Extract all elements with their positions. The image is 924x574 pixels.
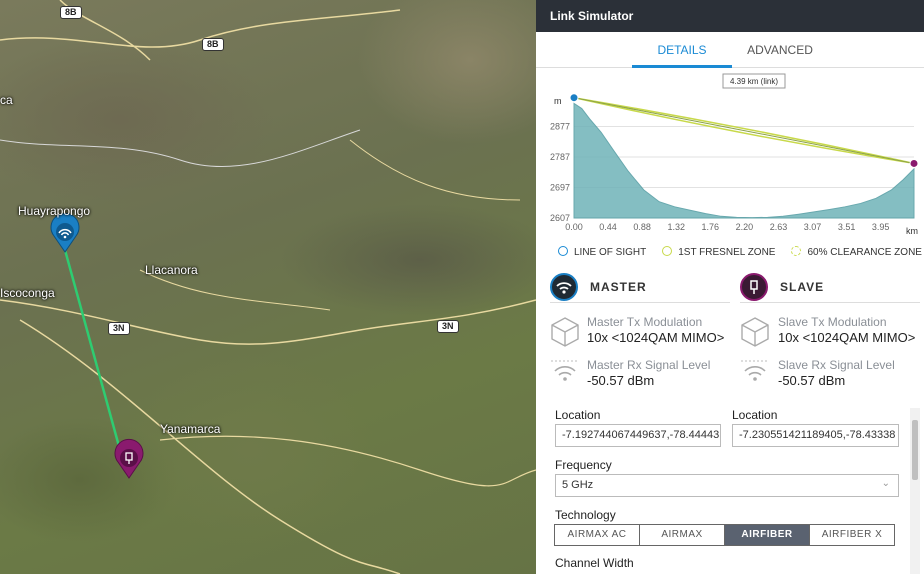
- y-axis-label: m: [554, 96, 562, 106]
- distance-label-box: [722, 73, 786, 89]
- map-roads: [0, 0, 536, 574]
- chevron-down-icon: ⌄: [881, 478, 890, 489]
- scrollbar-thumb[interactable]: [912, 420, 918, 480]
- x-tick-label: 2.20: [736, 222, 754, 232]
- master-location-label: Location: [555, 408, 601, 422]
- master-point: [569, 93, 579, 103]
- x-tick-label: 0.00: [565, 222, 583, 232]
- satellite-map[interactable]: Huayrapongo Llacanora Yanamarca Iscocong…: [0, 0, 536, 574]
- y-tick-label: 2607: [550, 213, 570, 223]
- terrain-area: [573, 102, 915, 219]
- place-label-huayrapongo: Huayrapongo: [18, 204, 91, 218]
- master-header: MASTER: [550, 270, 647, 304]
- slave-antenna-icon: [740, 273, 768, 301]
- panel-tabs: DETAILS ADVANCED: [536, 32, 924, 68]
- place-label-llacanora: Llacanora: [145, 263, 198, 277]
- technology-segmented-control: AIRMAX AC AIRMAX AIRFIBER AIRFIBER X: [554, 524, 895, 546]
- x-tick-label: 1.76: [702, 222, 720, 232]
- master-pin-icon: [50, 212, 80, 253]
- link-line: [63, 249, 122, 451]
- cube-icon: [551, 317, 579, 347]
- tab-advanced[interactable]: ADVANCED: [747, 43, 813, 57]
- panel-title: Link Simulator: [536, 0, 924, 32]
- legend-item-fresnel: 1ST FRESNEL ZONE: [662, 246, 775, 258]
- legend-item-line-of-sight: LINE OF SIGHT: [558, 246, 646, 258]
- form-scrollbar[interactable]: [910, 408, 920, 574]
- place-label-partial: ca: [0, 93, 13, 107]
- distance-label: 4.39 km (link): [730, 77, 778, 86]
- slave-rx-signal: Slave Rx Signal Level -50.57 dBm: [778, 358, 895, 388]
- x-tick-label: 0.44: [599, 222, 617, 232]
- master-name: MASTER: [590, 280, 647, 294]
- technology-option-airfiber[interactable]: AIRFIBER: [724, 524, 810, 546]
- x-tick-label: 3.07: [804, 222, 822, 232]
- chart-legend: LINE OF SIGHT 1ST FRESNEL ZONE 60% CLEAR…: [558, 246, 924, 258]
- slave-divider: [740, 302, 920, 303]
- cube-icon: [741, 317, 769, 347]
- y-tick-label: 2787: [550, 152, 570, 162]
- y-tick-label: 2697: [550, 183, 570, 193]
- x-axis-label: km: [906, 226, 918, 236]
- technology-option-airmax[interactable]: AIRMAX: [639, 524, 725, 546]
- master-wifi-icon: [550, 273, 578, 301]
- place-label-iscoconga: Iscoconga: [0, 286, 55, 300]
- frequency-label: Frequency: [555, 458, 612, 472]
- y-tick-label: 2877: [550, 122, 570, 132]
- master-divider: [550, 302, 730, 303]
- legend-fresnel-icon: [662, 246, 673, 256]
- line-of-sight: [573, 97, 915, 164]
- x-tick-label: 0.88: [633, 222, 651, 232]
- slave-tx-modulation: Slave Tx Modulation 10x <1024QAM MIMO>: [778, 315, 916, 345]
- master-rx-signal: Master Rx Signal Level -50.57 dBm: [587, 358, 711, 388]
- frequency-value: 5 GHz: [562, 479, 594, 491]
- x-tick-label: 3.95: [872, 222, 890, 232]
- master-location-input[interactable]: -7.192744067449637,-78.44443: [555, 424, 721, 447]
- x-tick-label: 1.32: [667, 222, 685, 232]
- tab-details[interactable]: DETAILS: [632, 32, 732, 68]
- legend-item-clearance: 60% CLEARANCE ZONE: [791, 246, 922, 258]
- technology-option-airfiber-x[interactable]: AIRFIBER X: [809, 524, 895, 546]
- slave-pin-icon: [114, 438, 144, 479]
- place-label-yanamarca: Yanamarca: [160, 422, 221, 436]
- slave-header: SLAVE: [740, 270, 824, 304]
- road-shield-8b: 8B: [60, 6, 82, 19]
- frequency-select[interactable]: 5 GHz ⌄: [555, 474, 899, 497]
- road-shield-8b: 8B: [202, 38, 224, 51]
- road-shield-3n: 3N: [108, 322, 130, 335]
- link-simulator-panel: Link Simulator DETAILS ADVANCED 2877 2787…: [536, 0, 924, 574]
- legend-clearance-icon: [791, 246, 802, 256]
- slave-location-label: Location: [732, 408, 778, 422]
- slave-location-input[interactable]: -7.230551421189405,-78.43338: [732, 424, 899, 447]
- technology-label: Technology: [555, 508, 616, 522]
- master-tx-modulation: Master Tx Modulation 10x <1024QAM MIMO>: [587, 315, 725, 345]
- legend-los-icon: [558, 246, 568, 256]
- signal-icon: [741, 360, 769, 381]
- technology-option-airmax-ac[interactable]: AIRMAX AC: [554, 524, 640, 546]
- x-tick-label: 2.63: [770, 222, 788, 232]
- channel-width-label: Channel Width: [555, 556, 634, 570]
- x-tick-label: 3.51: [838, 222, 856, 232]
- road-shield-3n: 3N: [437, 320, 459, 333]
- slave-point: [909, 158, 919, 168]
- slave-name: SLAVE: [780, 280, 825, 294]
- signal-icon: [551, 360, 579, 381]
